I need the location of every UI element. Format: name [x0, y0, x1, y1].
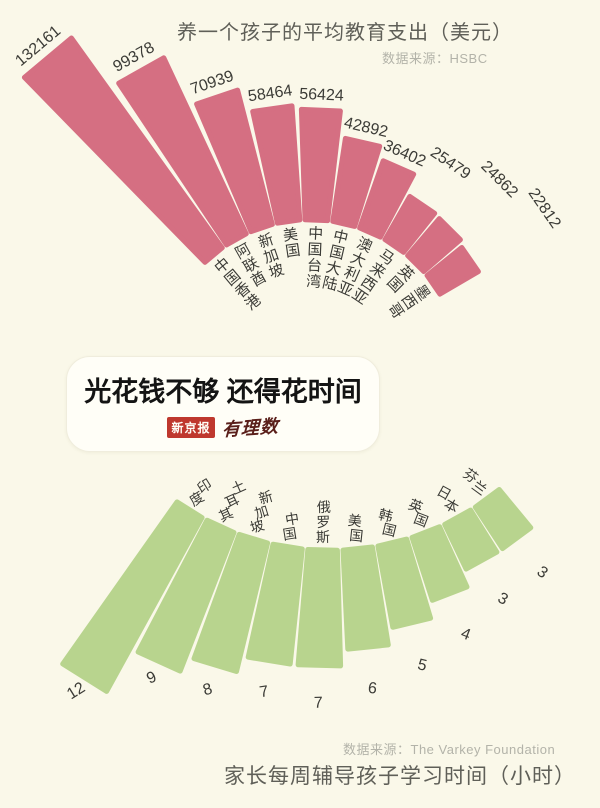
category-label-8-char-1: 本 — [441, 495, 461, 516]
headline-card: 光花钱不够 还得花时间 新京报 有理数 — [66, 356, 380, 452]
value-label-4: 56424 — [299, 86, 344, 105]
category-label-2-char-2: 坡 — [248, 517, 266, 536]
category-label-5-char-1: 国 — [328, 243, 346, 263]
fan-bar-9 — [472, 487, 534, 552]
education-cost-fan-chart: 132161中国香港99378阿联酋70939新加坡58464美国56424中国… — [12, 22, 564, 321]
category-label-2-char-0: 新 — [257, 488, 275, 507]
category-label-4-char-2: 台 — [307, 257, 323, 275]
fan-bar-0 — [21, 35, 225, 265]
category-label-1-char-0: 阿 — [232, 240, 253, 262]
bottom-chart-source: 数据来源：The Varkey Foundation — [343, 742, 556, 757]
headline-text: 光花钱不够 还得花时间 — [84, 377, 362, 407]
fan-bar-2 — [194, 87, 275, 235]
fan-bar-3 — [250, 103, 303, 226]
category-label-1-char-2: 其 — [216, 504, 235, 524]
fan-bar-5 — [340, 544, 391, 652]
fan-bar-1 — [135, 517, 237, 674]
category-label-8-char-0: 日 — [434, 482, 454, 503]
fan-bar-8 — [442, 507, 500, 572]
category-label-4-char-0: 中 — [308, 225, 324, 243]
category-label-4-char-1: 罗 — [316, 514, 330, 530]
value-label-6: 5 — [416, 656, 429, 675]
fan-bar-7 — [382, 193, 438, 255]
fan-bar-8 — [405, 216, 463, 274]
value-label-2: 8 — [201, 680, 215, 699]
value-label-3: 7 — [258, 683, 270, 701]
category-label-5-char-1: 国 — [349, 527, 365, 544]
fan-bar-6 — [357, 158, 417, 240]
category-label-4-char-2: 斯 — [316, 529, 330, 545]
value-label-0: 12 — [64, 679, 88, 703]
bottom-chart-title: 家长每周辅导孩子学习时间（小时） — [224, 765, 576, 788]
category-label-3-char-0: 中 — [284, 510, 300, 528]
youlishu-logo: 有理数 — [221, 415, 279, 441]
category-label-1-char-1: 联 — [240, 254, 261, 276]
category-label-7-char-0: 英 — [406, 496, 425, 516]
value-label-4: 7 — [314, 695, 323, 712]
bjnews-logo: 新京报 — [167, 416, 215, 438]
category-label-2-char-1: 加 — [261, 246, 281, 267]
fan-bar-5 — [330, 135, 383, 229]
value-label-8: 24862 — [477, 158, 521, 201]
category-label-6-char-1: 国 — [381, 520, 398, 539]
category-label-3-char-1: 国 — [282, 525, 298, 543]
fan-bar-4 — [298, 106, 343, 224]
value-label-7: 4 — [458, 625, 473, 644]
fan-bar-3 — [245, 541, 305, 667]
category-label-2-char-0: 新 — [256, 231, 276, 252]
category-label-7-char-1: 国 — [412, 510, 431, 530]
value-label-8: 3 — [495, 590, 511, 609]
category-label-4-char-3: 湾 — [306, 273, 322, 291]
fan-bar-4 — [295, 547, 344, 669]
category-label-3-char-1: 国 — [284, 242, 301, 261]
category-label-5-char-0: 中 — [331, 228, 349, 248]
fan-bar-2 — [191, 531, 271, 674]
category-label-6-char-0: 澳 — [354, 235, 375, 257]
category-label-6-char-3: 亚 — [335, 279, 356, 301]
value-label-1: 9 — [144, 668, 159, 687]
fan-bar-0 — [60, 499, 205, 694]
fan-bar-7 — [409, 524, 470, 603]
logo-row: 新京报 有理数 — [67, 415, 379, 441]
fan-bar-1 — [116, 55, 249, 248]
value-label-7: 25479 — [427, 144, 473, 183]
category-label-1-char-0: 土 — [229, 477, 248, 497]
category-label-5-char-0: 美 — [347, 512, 363, 529]
category-label-3-char-0: 美 — [282, 226, 299, 245]
category-label-6-char-1: 大 — [348, 249, 369, 271]
value-label-5: 6 — [367, 680, 378, 698]
category-label-6-char-0: 韩 — [377, 506, 394, 525]
category-label-6-char-2: 利 — [341, 264, 362, 286]
top-chart-title: 养一个孩子的平均教育支出（美元） — [177, 22, 513, 44]
value-label-9: 3 — [533, 563, 550, 582]
category-label-2-char-1: 加 — [252, 502, 270, 521]
value-label-3: 58464 — [247, 82, 294, 105]
value-label-9: 22812 — [525, 185, 564, 231]
category-label-2-char-2: 坡 — [267, 261, 287, 282]
fan-bar-6 — [375, 536, 434, 630]
category-label-5-char-2: 大 — [324, 259, 342, 279]
category-label-5-char-3: 陆 — [321, 274, 339, 294]
category-label-1-char-1: 耳 — [222, 491, 241, 511]
fan-bar-9 — [424, 245, 481, 297]
top-chart-source: 数据来源：HSBC — [382, 51, 488, 66]
category-label-4-char-0: 俄 — [317, 499, 331, 515]
category-label-4-char-1: 国 — [307, 241, 323, 259]
